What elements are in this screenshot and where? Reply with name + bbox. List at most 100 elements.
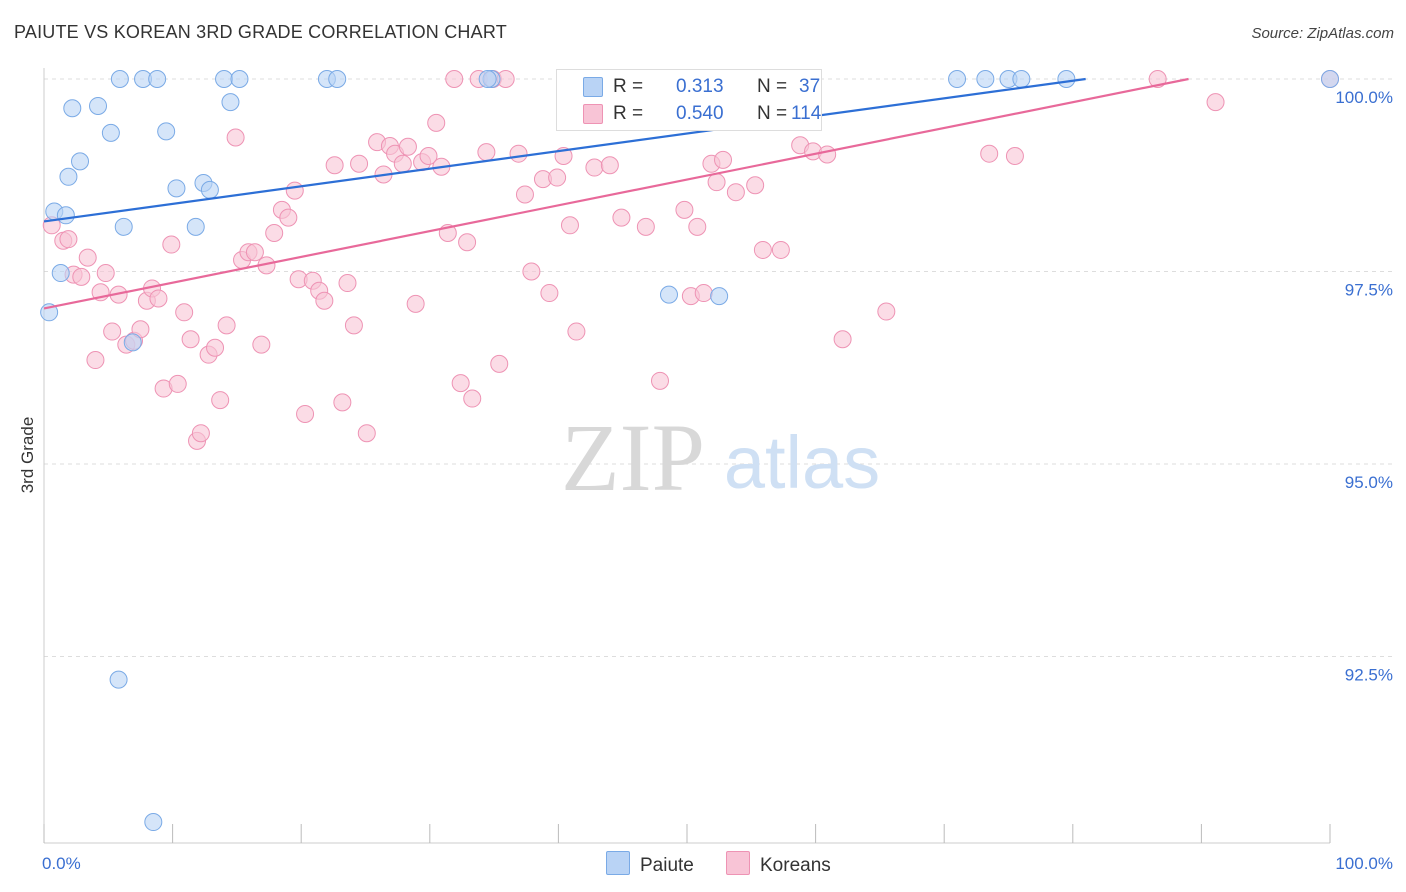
y-axis-label: 3rd Grade (18, 416, 37, 494)
korean-point (458, 233, 477, 252)
paiute-point (56, 206, 75, 225)
bottom-legend-korean: Koreans (726, 851, 831, 877)
korean-point (726, 183, 745, 202)
korean-point (406, 294, 425, 313)
korean-point (477, 143, 496, 162)
paiute-point (1012, 70, 1031, 88)
paiute-legend-label: Paiute (640, 855, 694, 876)
korean-point (86, 351, 105, 370)
korean-point (675, 200, 694, 219)
korean-point (59, 230, 78, 249)
korean-point (162, 235, 181, 254)
korean-point (279, 208, 298, 227)
legend-r-value-paiute: 0.313 (676, 76, 724, 97)
korean-point (350, 154, 369, 173)
y-tick-label: 97.5% (1345, 281, 1393, 300)
paiute-point (148, 70, 167, 88)
korean-point (181, 330, 200, 349)
legend-box: R = 0.313 N = 37 R = 0.540 N = 114 (556, 69, 822, 131)
korean-point (338, 274, 357, 293)
paiute-point (230, 70, 249, 88)
korean-point (1005, 147, 1024, 165)
paiute-point (89, 96, 108, 115)
paiute-point (123, 333, 142, 352)
korean-point (325, 156, 344, 175)
korean-point (522, 262, 541, 281)
legend-n-value-paiute: 37 (799, 76, 821, 97)
korean-point (72, 267, 91, 286)
korean-point (149, 289, 168, 308)
tick-labels: 100.0% 97.5% 95.0% 92.5% 0.0% 100.0% (42, 88, 1393, 873)
korean-point (393, 154, 412, 173)
y-tick-label: 100.0% (1335, 88, 1393, 107)
y-tick-label: 92.5% (1345, 666, 1393, 685)
paiute-point (186, 217, 205, 236)
korean-swatch (583, 104, 603, 124)
korean-point (206, 338, 225, 357)
paiute-point (110, 70, 129, 88)
trendlines (43, 77, 1189, 310)
paiute-points (40, 70, 1339, 832)
korean-point (333, 393, 352, 412)
legend-n-label: N = (757, 103, 788, 124)
korean-point (296, 404, 315, 423)
korean-point (463, 389, 482, 408)
paiute-point (976, 70, 995, 88)
korean-point (707, 173, 726, 192)
paiute-point (59, 167, 78, 186)
korean-point (315, 291, 334, 310)
paiute-point (659, 285, 678, 304)
paiute-point (144, 813, 163, 832)
legend-r-value-korean: 0.540 (676, 103, 724, 124)
korean-point (650, 371, 669, 390)
korean-point (714, 150, 733, 169)
watermark-atlas: atlas (724, 421, 880, 504)
korean-point (217, 316, 236, 335)
korean-point (357, 424, 376, 443)
paiute-point (948, 70, 967, 88)
korean-point (877, 302, 896, 321)
korean-point (103, 322, 122, 341)
axes (43, 68, 1331, 844)
paiute-point (114, 217, 133, 236)
paiute-point (221, 93, 240, 112)
korean-trendline (43, 77, 1189, 310)
korean-point (490, 354, 509, 373)
korean-point (688, 217, 707, 236)
paiute-trendline (43, 77, 1086, 223)
korean-point (265, 224, 284, 242)
korean-point (427, 113, 446, 132)
korean-point (285, 181, 304, 200)
korean-point (585, 158, 604, 177)
korean-point (600, 156, 619, 175)
korean-point (398, 137, 417, 156)
paiute-point (328, 70, 347, 88)
korean-point (451, 374, 470, 393)
korean-point (612, 208, 631, 227)
korean-legend-label: Koreans (760, 855, 831, 876)
paiute-point (1057, 70, 1076, 88)
korean-point (771, 240, 790, 259)
paiute-point (215, 70, 234, 88)
paiute-point (157, 122, 176, 141)
korean-point (746, 176, 765, 195)
paiute-point (71, 152, 90, 171)
korean-point (168, 374, 187, 393)
watermark: ZIP atlas (561, 404, 880, 511)
paiute-point (101, 123, 120, 142)
y-tick-label: 95.0% (1345, 473, 1393, 492)
paiute-point (710, 287, 729, 306)
korean-point (78, 248, 97, 267)
korean-point (694, 284, 713, 303)
x-tick-label: 100.0% (1335, 854, 1393, 873)
paiute-legend-swatch (606, 851, 630, 875)
korean-point (980, 144, 999, 163)
korean-point (753, 240, 772, 259)
legend-n-value-korean: 114 (791, 103, 822, 124)
korean-point (548, 168, 567, 187)
paiute-point (1321, 70, 1339, 88)
paiute-point (200, 180, 219, 199)
paiute-point (478, 70, 497, 88)
korean-point (191, 424, 210, 443)
korean-point (226, 128, 245, 147)
